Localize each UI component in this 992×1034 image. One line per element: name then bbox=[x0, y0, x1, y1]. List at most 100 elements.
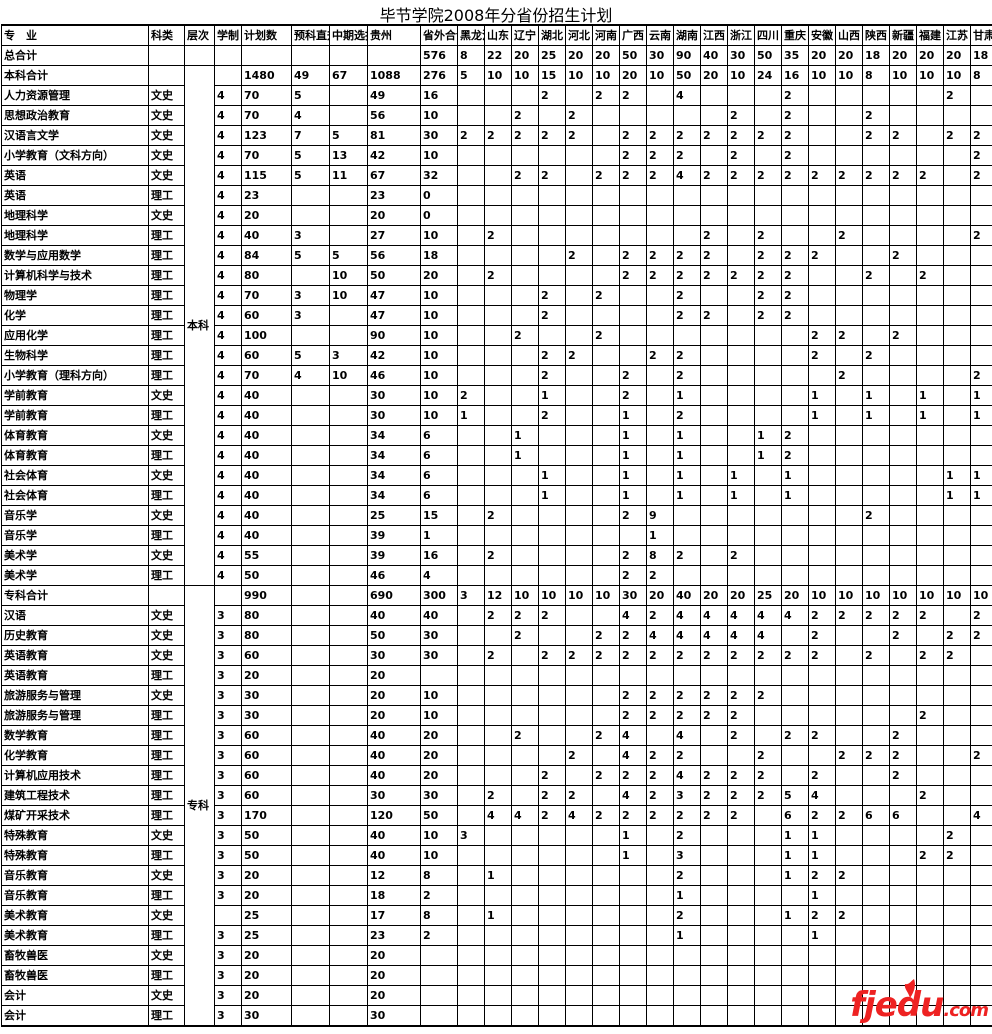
row-outside-total: 10 bbox=[420, 825, 458, 846]
row-province-2: 1 bbox=[511, 425, 539, 446]
row-guizhou: 23 bbox=[367, 925, 421, 946]
row-province-14 bbox=[835, 385, 863, 406]
row-province-12: 2 bbox=[781, 145, 809, 166]
row-years: 3 bbox=[214, 825, 242, 846]
row-plan: 30 bbox=[241, 705, 292, 726]
row-province-12 bbox=[781, 665, 809, 686]
table-row: 汉语 文史 3 80 40 40 2 2 2 4 2 4 4 4 4 4 2 2 2 2 2 2 bbox=[1, 605, 992, 626]
row-province-6: 2 bbox=[619, 265, 647, 286]
row-province-4 bbox=[565, 445, 593, 466]
row-province-15 bbox=[862, 865, 890, 886]
row-category: 文史 bbox=[148, 85, 185, 106]
row-province-0 bbox=[457, 225, 485, 246]
row-province-0 bbox=[457, 265, 485, 286]
col-header-plan: 计划数 bbox=[241, 24, 292, 46]
row-midterm: 13 bbox=[329, 145, 368, 166]
row-province-16 bbox=[889, 145, 917, 166]
row-prep bbox=[291, 765, 330, 786]
row-guizhou: 34 bbox=[367, 465, 421, 486]
row-prep bbox=[291, 325, 330, 346]
row-province-13: 2 bbox=[808, 905, 836, 926]
row-province-1 bbox=[484, 285, 512, 306]
row-province-13 bbox=[808, 185, 836, 206]
row-province-9 bbox=[700, 85, 728, 106]
table-row: 人力资源管理 文史 4 70 5 49 16 2 2 2 4 2 2 bbox=[1, 85, 992, 106]
row-years: 3 bbox=[214, 625, 242, 646]
row-province-18 bbox=[943, 605, 971, 626]
row-major-name: 美术学 bbox=[1, 565, 149, 586]
row-outside-total: 8 bbox=[420, 905, 458, 926]
table-row: 会计 文史 3 20 20 bbox=[1, 985, 992, 1006]
row-province-9 bbox=[700, 445, 728, 466]
row-province-5 bbox=[592, 445, 620, 466]
row-province-9 bbox=[700, 865, 728, 886]
row-province-11 bbox=[754, 925, 782, 946]
row-midterm: 11 bbox=[329, 165, 368, 186]
row-province-19 bbox=[970, 905, 992, 926]
row-plan: 40 bbox=[241, 405, 292, 426]
row-province-0: 2 bbox=[457, 385, 485, 406]
row-province-5 bbox=[592, 745, 620, 766]
row-province-18: 1 bbox=[943, 485, 971, 506]
row-prep bbox=[291, 885, 330, 906]
row-province-12 bbox=[781, 525, 809, 546]
row-province-11 bbox=[754, 825, 782, 846]
row-province-18: 2 bbox=[943, 645, 971, 666]
row-province-1 bbox=[484, 725, 512, 746]
row-province-17 bbox=[916, 965, 944, 986]
row-province-12: 1 bbox=[781, 845, 809, 866]
row-years: 4 bbox=[214, 125, 242, 146]
row-province-11: 2 bbox=[754, 165, 782, 186]
row-prep bbox=[291, 565, 330, 586]
row-category: 文史 bbox=[148, 125, 185, 146]
row-midterm bbox=[329, 645, 368, 666]
row-province-1 bbox=[484, 685, 512, 706]
row-province-11 bbox=[754, 1005, 782, 1027]
row-outside-total: 10 bbox=[420, 845, 458, 866]
row-province-3: 2 bbox=[538, 365, 566, 386]
row-outside-total: 276 bbox=[420, 65, 458, 86]
row-province-12 bbox=[781, 765, 809, 786]
table-row: 专科合计 专科 990 690 300 3 12 10 10 10 10 30 20 40 20 20 25 20… bbox=[1, 585, 992, 1027]
row-province-8: 2 bbox=[673, 405, 701, 426]
row-province-18 bbox=[943, 885, 971, 906]
row-province-7: 9 bbox=[646, 505, 674, 526]
row-province-17 bbox=[916, 925, 944, 946]
row-category: 理工 bbox=[148, 885, 185, 906]
row-province-0 bbox=[457, 365, 485, 386]
row-province-17: 2 bbox=[916, 165, 944, 186]
row-province-2 bbox=[511, 225, 539, 246]
row-prep bbox=[291, 205, 330, 226]
row-province-3: 2 bbox=[538, 405, 566, 426]
row-major-name: 计算机科学与技术 bbox=[1, 265, 149, 286]
row-province-1: 2 bbox=[484, 265, 512, 286]
row-province-14 bbox=[835, 785, 863, 806]
row-province-1 bbox=[484, 565, 512, 586]
row-province-15: 2 bbox=[862, 105, 890, 126]
row-midterm bbox=[329, 625, 368, 646]
row-province-1 bbox=[484, 825, 512, 846]
row-province-6 bbox=[619, 905, 647, 926]
row-province-7: 4 bbox=[646, 625, 674, 646]
row-province-11: 2 bbox=[754, 245, 782, 266]
row-province-12: 2 bbox=[781, 285, 809, 306]
row-province-7 bbox=[646, 945, 674, 966]
row-guizhou: 56 bbox=[367, 245, 421, 266]
row-province-4: 2 bbox=[565, 645, 593, 666]
row-province-7 bbox=[646, 825, 674, 846]
row-province-18: 10 bbox=[943, 585, 971, 606]
row-province-11: 2 bbox=[754, 685, 782, 706]
row-province-16: 2 bbox=[889, 725, 917, 746]
table-row: 体育教育 理工 4 40 34 6 1 1 1 1 2 bbox=[1, 445, 992, 466]
row-province-9 bbox=[700, 525, 728, 546]
row-province-10 bbox=[727, 325, 755, 346]
row-midterm: 10 bbox=[329, 285, 368, 306]
row-years: 4 bbox=[214, 565, 242, 586]
row-province-19: 2 bbox=[970, 165, 992, 186]
row-province-8 bbox=[673, 525, 701, 546]
row-province-5: 2 bbox=[592, 325, 620, 346]
table-row: 音乐学 理工 4 40 39 1 1 bbox=[1, 525, 992, 546]
row-province-8: 2 bbox=[673, 365, 701, 386]
row-province-12 bbox=[781, 925, 809, 946]
row-province-10 bbox=[727, 345, 755, 366]
